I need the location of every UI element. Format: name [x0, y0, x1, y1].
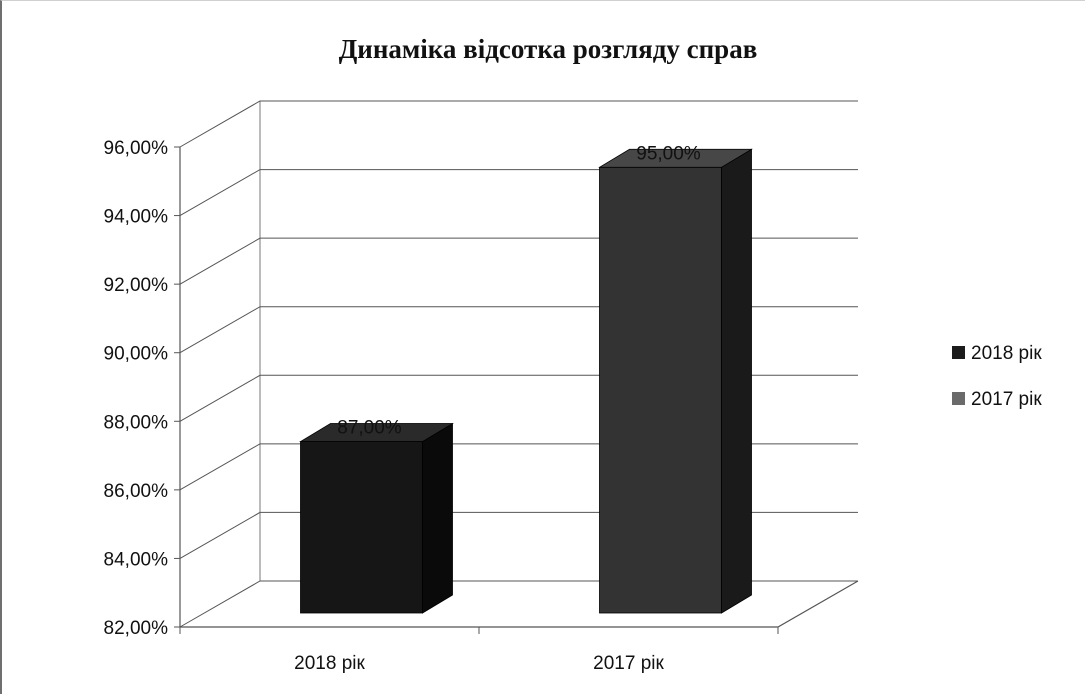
y-tick-label: 88,00% — [104, 412, 169, 433]
gridline — [179, 169, 858, 217]
y-tick-label: 94,00% — [104, 207, 169, 228]
y-tick-label: 82,00% — [104, 618, 169, 639]
gridline — [179, 511, 858, 559]
gridline — [179, 237, 858, 285]
y-tick-label: 92,00% — [104, 275, 169, 296]
bar-side — [721, 148, 752, 614]
y-tick-label: 90,00% — [104, 344, 169, 365]
gridline — [179, 580, 858, 628]
legend-swatch — [952, 392, 965, 405]
floor-edge — [180, 580, 859, 628]
chart-walls — [179, 101, 859, 628]
x-category-label: 2017 рік — [593, 653, 664, 674]
gridline — [179, 374, 858, 422]
gridlines — [179, 100, 858, 628]
y-tick-label: 86,00% — [104, 481, 169, 502]
legend: 2018 рік 2017 рік — [952, 343, 1042, 410]
gridline — [179, 443, 858, 491]
data-label: 87,00% — [337, 418, 402, 439]
bar-front — [599, 166, 722, 614]
bar-1 — [299, 422, 454, 614]
gridline — [179, 100, 858, 148]
bar-side — [422, 422, 453, 614]
bar-front — [300, 441, 423, 614]
bar-top — [598, 148, 753, 168]
y-tick-label: 84,00% — [104, 549, 169, 570]
y-tick-label: 96,00% — [104, 138, 169, 159]
bar-top — [299, 423, 454, 442]
x-category-label: 2018 рік — [294, 653, 365, 674]
x-axis-categories: 2018 рік 2017 рік — [179, 627, 779, 674]
legend-label: 2018 рік — [971, 343, 1042, 364]
data-label: 95,00% — [636, 143, 701, 164]
bars: 87,00% 95,00% — [299, 143, 753, 614]
gridline — [179, 306, 858, 354]
y-axis-ticks: 82,00% 84,00% 86,00% 88,00% 90,00% 92,00% 94,0… — [104, 138, 180, 639]
chart-title: Динаміка відсотка розгляду справ — [339, 34, 758, 64]
legend-label: 2017 рік — [971, 389, 1042, 410]
legend-swatch — [952, 346, 965, 359]
bar-2 — [598, 148, 753, 614]
